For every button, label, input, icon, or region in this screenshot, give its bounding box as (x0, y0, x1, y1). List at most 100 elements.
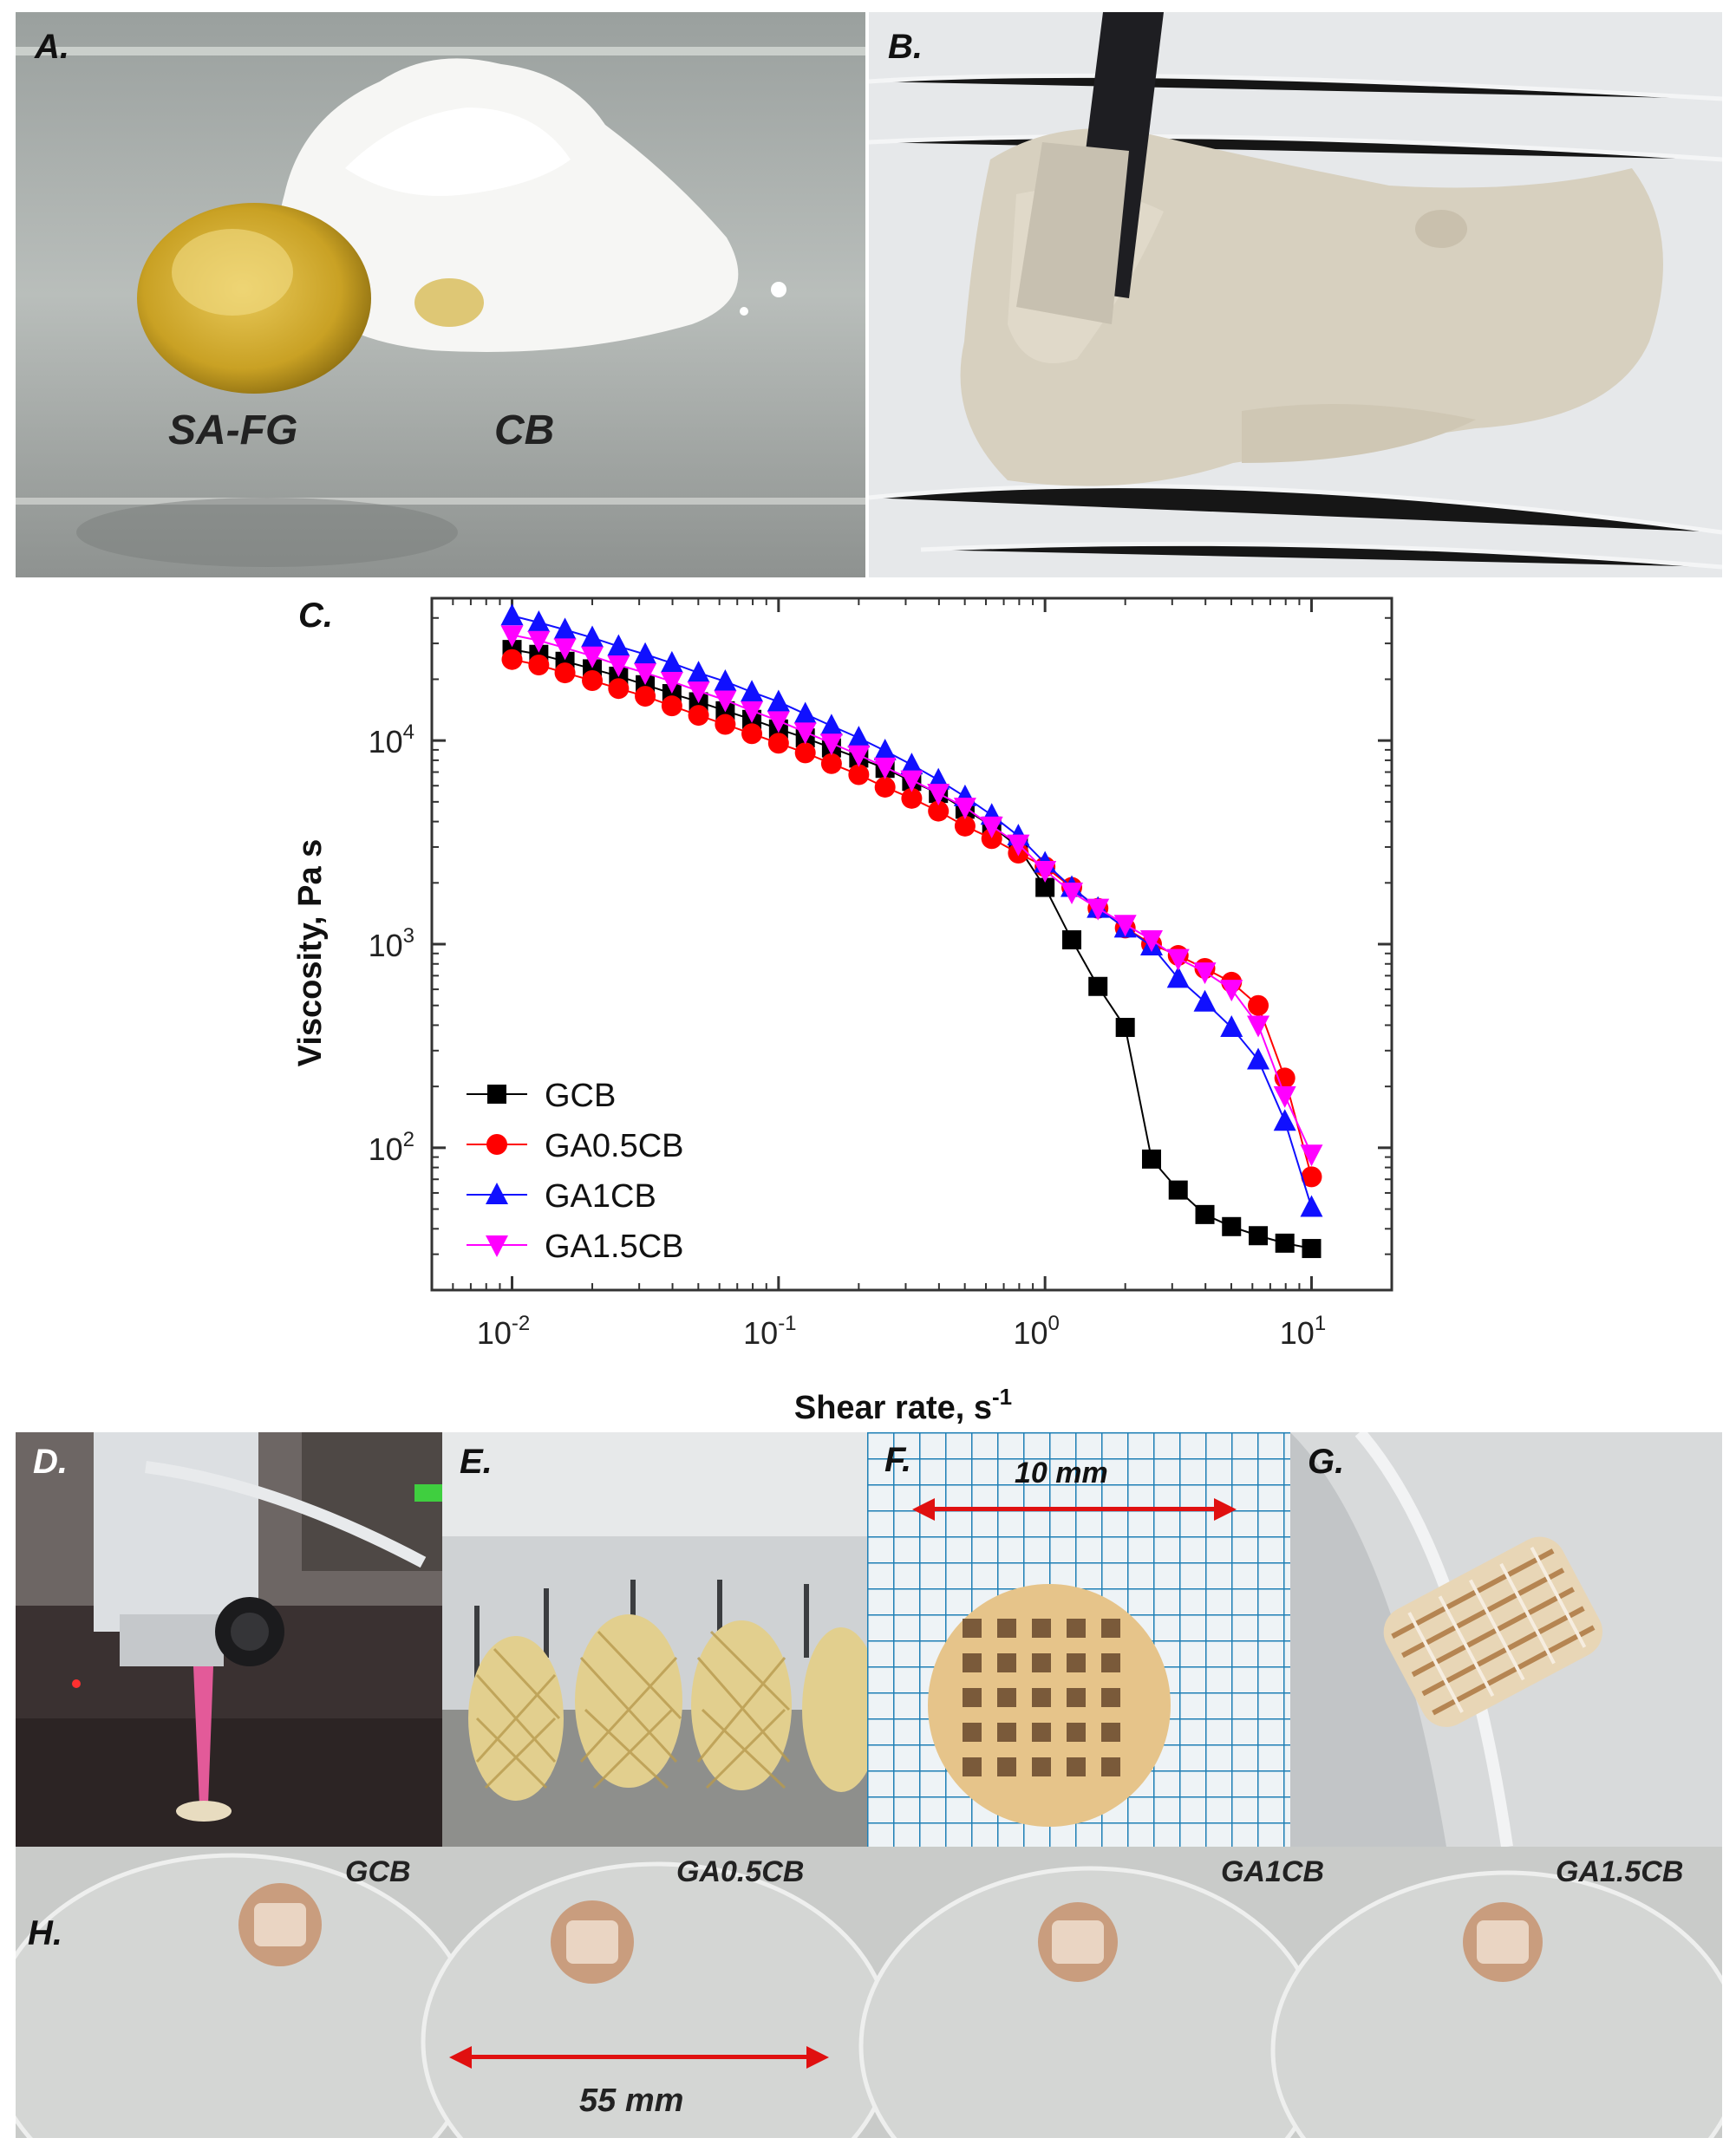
panel-h-illustration (16, 1847, 1722, 2138)
data-point-GCB (1062, 930, 1082, 950)
data-point-GA0.5CB (874, 776, 896, 798)
y-tick-label: 102 (369, 1128, 414, 1167)
data-point-GA0.5CB (848, 764, 870, 785)
panel-h-sample-ga15cb: GA1.5CB (1556, 1855, 1684, 1888)
data-point-GA1.5CB (1166, 948, 1190, 971)
panel-g-label: G. (1308, 1443, 1345, 1481)
data-point-GA0.5CB (981, 828, 1002, 850)
legend-label-GA1CB: GA1CB (545, 1178, 656, 1215)
data-point-GCB (1222, 1216, 1242, 1236)
panel-f-photo: F. 10 mm (867, 1432, 1290, 1847)
data-point-GA1.5CB (687, 681, 710, 704)
data-point-GA1.5CB (1247, 1015, 1270, 1038)
data-point-GA0.5CB (554, 662, 576, 684)
data-point-GCB (1195, 1204, 1215, 1224)
data-point-GA1CB (500, 603, 524, 626)
data-point-GA0.5CB (794, 742, 816, 764)
y-tick-label: 104 (369, 720, 414, 759)
x-tick-label: 100 (1013, 1312, 1059, 1351)
data-point-GA1CB (1166, 966, 1190, 988)
legend-marker-GA1CB (486, 1183, 508, 1204)
panel-e-label: E. (460, 1443, 493, 1481)
data-point-GA1.5CB (819, 733, 843, 756)
panel-a-label: A. (35, 28, 69, 66)
data-point-GA1.5CB (741, 701, 764, 723)
data-point-GA0.5CB (820, 753, 842, 774)
data-point-GA1CB (793, 701, 817, 724)
panel-e-illustration (442, 1432, 867, 1847)
data-point-GA1.5CB (1061, 883, 1084, 905)
panel-c-chart: C. 10-2 10-1 100 101 102 103 104 Shear rate, s-… (260, 590, 1422, 1431)
data-point-GA1.5CB (581, 646, 604, 668)
panel-b-photo: B. (869, 12, 1722, 577)
data-point-GA0.5CB (741, 723, 763, 745)
data-point-GA0.5CB (1301, 1166, 1322, 1188)
data-point-GA1CB (634, 642, 657, 664)
panel-a-illustration (16, 12, 865, 577)
legend-marker-GA0.5CB (486, 1134, 507, 1155)
panel-b-label: B. (888, 28, 923, 66)
data-point-GA0.5CB (608, 678, 630, 700)
data-point-GA1.5CB (793, 722, 817, 745)
legend-marker-GA1.5CB (486, 1235, 508, 1257)
panel-h-sample-ga05cb: GA0.5CB (676, 1855, 805, 1888)
data-point-GA1CB (527, 609, 551, 632)
data-point-GA1.5CB (634, 663, 657, 686)
x-tick-label: 101 (1280, 1312, 1326, 1351)
data-point-GA0.5CB (954, 815, 976, 837)
data-point-GA1CB (1193, 989, 1217, 1012)
legend-marker-GCB (487, 1085, 506, 1104)
data-point-GA1.5CB (660, 672, 683, 694)
data-point-GA1.5CB (714, 690, 737, 713)
data-point-GA1.5CB (900, 770, 923, 792)
data-point-GA1.5CB (1087, 898, 1110, 921)
data-point-GCB (1115, 1018, 1135, 1038)
data-point-GCB (1168, 1180, 1188, 1200)
data-point-GA1CB (1247, 1047, 1270, 1070)
data-point-GA0.5CB (1248, 994, 1269, 1016)
viscosity-chart: 10-2 10-1 100 101 102 103 104 Shear rate, s-1 Vi… (292, 596, 1393, 1426)
x-axis-title: Shear rate, s-1 (794, 1384, 1012, 1426)
data-point-GA1.5CB (1300, 1144, 1323, 1167)
data-point-GCB (1275, 1233, 1295, 1253)
legend-label-GA1.5CB: GA1.5CB (545, 1229, 684, 1265)
data-point-GA1CB (767, 689, 790, 712)
x-tick-label: 10-2 (477, 1312, 530, 1351)
data-point-GA1.5CB (1113, 915, 1137, 937)
panel-h-scale-arrow-right (806, 2046, 829, 2069)
data-point-GA1CB (1273, 1109, 1296, 1131)
data-point-GA0.5CB (901, 787, 923, 809)
data-point-GCB (1088, 976, 1108, 996)
panel-f-label: F. (884, 1441, 912, 1479)
panel-e-photo: E. (442, 1432, 867, 1847)
data-point-GA1.5CB (1193, 962, 1217, 985)
panel-h-sample-ga1cb: GA1CB (1221, 1855, 1325, 1888)
data-point-GA1CB (607, 634, 630, 656)
panel-b-illustration (869, 12, 1722, 577)
data-point-GCB (1141, 1149, 1161, 1169)
data-point-GCB (1035, 877, 1055, 897)
panel-h-photo: H. GCB GA0.5CB GA1CB GA1.5CB 55 mm (16, 1847, 1722, 2138)
panel-c-label: C. (298, 596, 333, 635)
data-point-GA0.5CB (528, 655, 550, 676)
data-point-GA1CB (581, 625, 604, 648)
data-point-GA0.5CB (661, 695, 682, 717)
panel-h-scale-text: 55 mm (579, 2083, 684, 2119)
data-point-GA1.5CB (1139, 930, 1163, 953)
data-point-GA0.5CB (501, 649, 523, 670)
panel-a-annotation-safg: SA-FG (168, 407, 298, 453)
data-point-GA0.5CB (715, 714, 736, 735)
panel-a-annotation-cb: CB (494, 407, 555, 453)
x-tick-label: 10-1 (743, 1312, 796, 1351)
data-point-GA0.5CB (635, 686, 656, 707)
data-point-GA1CB (553, 617, 577, 640)
panel-f-illustration (867, 1432, 1290, 1847)
panel-f-scale-text: 10 mm (1015, 1457, 1108, 1489)
data-point-GA0.5CB (582, 669, 604, 691)
panel-d-photo: D. (16, 1432, 442, 1847)
panel-d-illustration (16, 1432, 442, 1847)
data-point-GA1.5CB (873, 757, 897, 779)
data-point-GA1.5CB (1034, 861, 1057, 883)
panel-d-label: D. (33, 1443, 68, 1481)
panel-f-scale-bar (930, 1507, 1216, 1511)
